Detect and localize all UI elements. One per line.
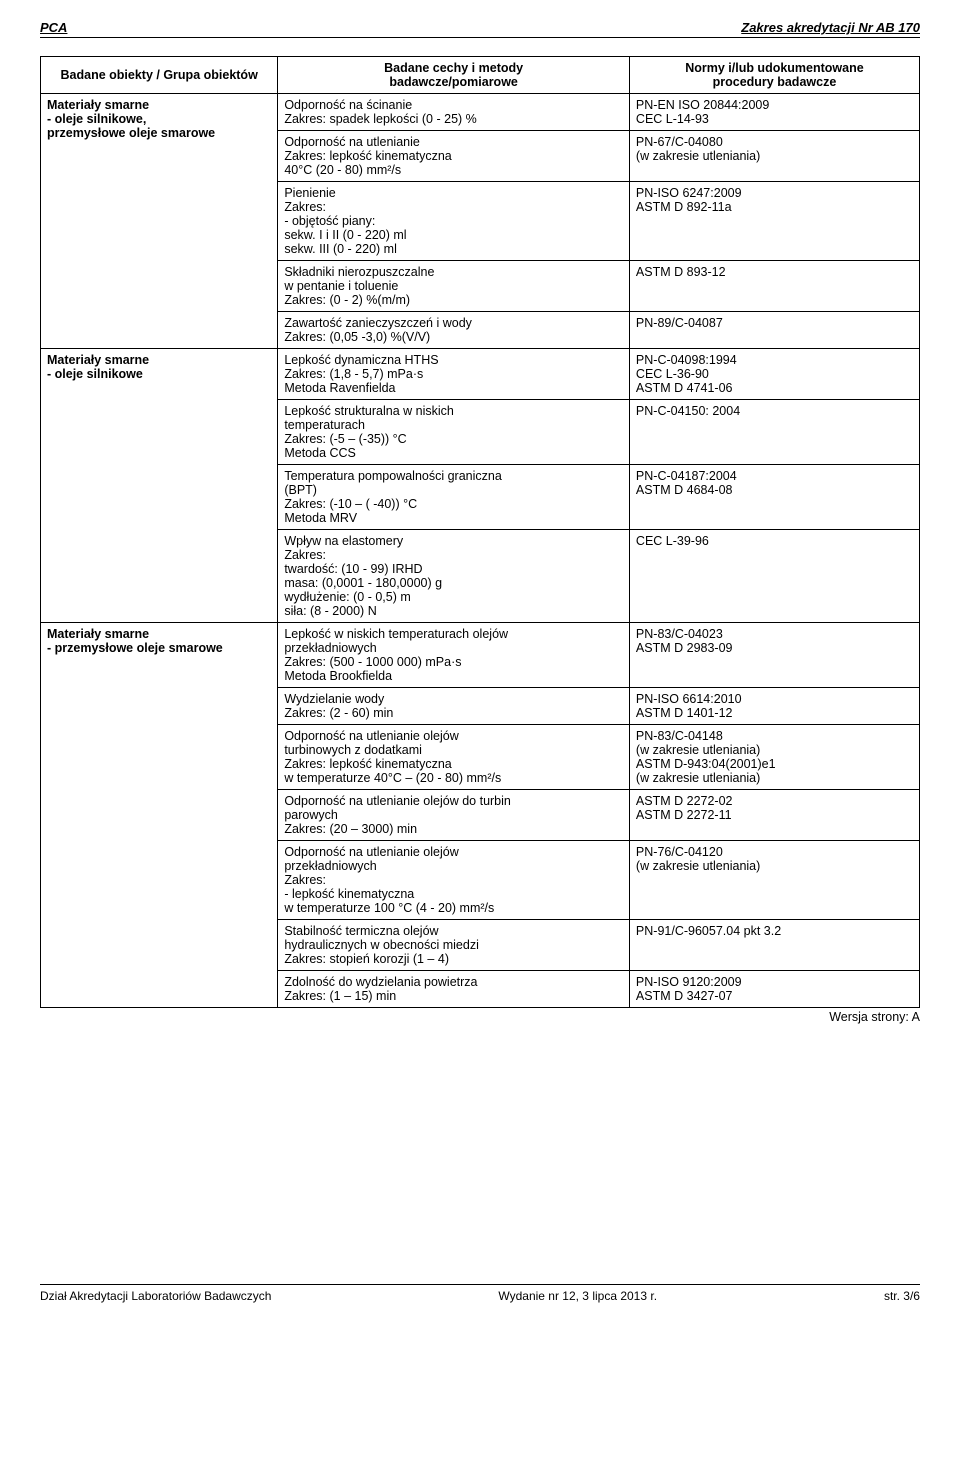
object-cell: Materiały smarne- oleje silnikowe,przemy… [41, 94, 278, 349]
method-cell: Wpływ na elastomeryZakres:twardość: (10 … [278, 530, 630, 623]
object-cell: Materiały smarne- oleje silnikowe [41, 349, 278, 623]
method-cell: Odporność na utlenianie olejów do turbin… [278, 790, 630, 841]
object-cell: Materiały smarne- przemysłowe oleje smar… [41, 623, 278, 1008]
norm-cell: PN-ISO 6247:2009ASTM D 892-11a [629, 182, 919, 261]
footer-center: Wydanie nr 12, 3 lipca 2013 r. [498, 1289, 657, 1303]
method-cell: Stabilność termiczna olejówhydraulicznyc… [278, 920, 630, 971]
method-cell: Odporność na utlenianie olejówprzekładni… [278, 841, 630, 920]
norm-cell: PN-91/C-96057.04 pkt 3.2 [629, 920, 919, 971]
norm-cell: ASTM D 2272-02ASTM D 2272-11 [629, 790, 919, 841]
table-row: Materiały smarne- przemysłowe oleje smar… [41, 623, 920, 688]
norm-cell: PN-ISO 6614:2010ASTM D 1401-12 [629, 688, 919, 725]
norm-cell: PN-76/C-04120(w zakresie utleniania) [629, 841, 919, 920]
method-cell: Lepkość dynamiczna HTHSZakres: (1,8 - 5,… [278, 349, 630, 400]
table-row: Materiały smarne- oleje silnikowe,przemy… [41, 94, 920, 131]
norm-cell: CEC L-39-96 [629, 530, 919, 623]
header-left: PCA [40, 20, 67, 35]
col-header-objects: Badane obiekty / Grupa obiektów [41, 57, 278, 94]
method-cell: Odporność na utlenianie olejówturbinowyc… [278, 725, 630, 790]
header-right: Zakres akredytacji Nr AB 170 [741, 20, 920, 35]
method-cell: Odporność na ścinanieZakres: spadek lepk… [278, 94, 630, 131]
method-cell: Temperatura pompowalności graniczna(BPT)… [278, 465, 630, 530]
table-header-row: Badane obiekty / Grupa obiektów Badane c… [41, 57, 920, 94]
method-cell: Zawartość zanieczyszczeń i wodyZakres: (… [278, 312, 630, 349]
norm-cell: PN-83/C-04023ASTM D 2983-09 [629, 623, 919, 688]
col-header-norms: Normy i/lub udokumentowane procedury bad… [629, 57, 919, 94]
accreditation-table: Badane obiekty / Grupa obiektów Badane c… [40, 56, 920, 1008]
method-cell: Odporność na utlenianieZakres: lepkość k… [278, 131, 630, 182]
norm-cell: ASTM D 893-12 [629, 261, 919, 312]
footer-left: Dział Akredytacji Laboratoriów Badawczyc… [40, 1289, 271, 1303]
table-row: Materiały smarne- oleje silnikoweLepkość… [41, 349, 920, 400]
norm-cell: PN-83/C-04148(w zakresie utleniania)ASTM… [629, 725, 919, 790]
method-cell: Lepkość strukturalna w niskichtemperatur… [278, 400, 630, 465]
method-cell: Lepkość w niskich temperaturach olejówpr… [278, 623, 630, 688]
col-header-methods: Badane cechy i metody badawcze/pomiarowe [278, 57, 630, 94]
norm-cell: PN-EN ISO 20844:2009CEC L-14-93 [629, 94, 919, 131]
footer-right: str. 3/6 [884, 1289, 920, 1303]
norm-cell: PN-C-04098:1994CEC L-36-90ASTM D 4741-06 [629, 349, 919, 400]
norm-cell: PN-C-04187:2004ASTM D 4684-08 [629, 465, 919, 530]
norm-cell: PN-C-04150: 2004 [629, 400, 919, 465]
norm-cell: PN-ISO 9120:2009ASTM D 3427-07 [629, 971, 919, 1008]
method-cell: Składniki nierozpuszczalnew pentanie i t… [278, 261, 630, 312]
page: PCA Zakres akredytacji Nr AB 170 Badane … [0, 0, 960, 1333]
norm-cell: PN-67/C-04080(w zakresie utleniania) [629, 131, 919, 182]
method-cell: PienienieZakres:- objętość piany: sekw. … [278, 182, 630, 261]
version-line: Wersja strony: A [40, 1010, 920, 1024]
method-cell: Zdolność do wydzielania powietrzaZakres:… [278, 971, 630, 1008]
page-footer: Dział Akredytacji Laboratoriów Badawczyc… [40, 1284, 920, 1303]
method-cell: Wydzielanie wodyZakres: (2 - 60) min [278, 688, 630, 725]
norm-cell: PN-89/C-04087 [629, 312, 919, 349]
page-header: PCA Zakres akredytacji Nr AB 170 [40, 20, 920, 38]
